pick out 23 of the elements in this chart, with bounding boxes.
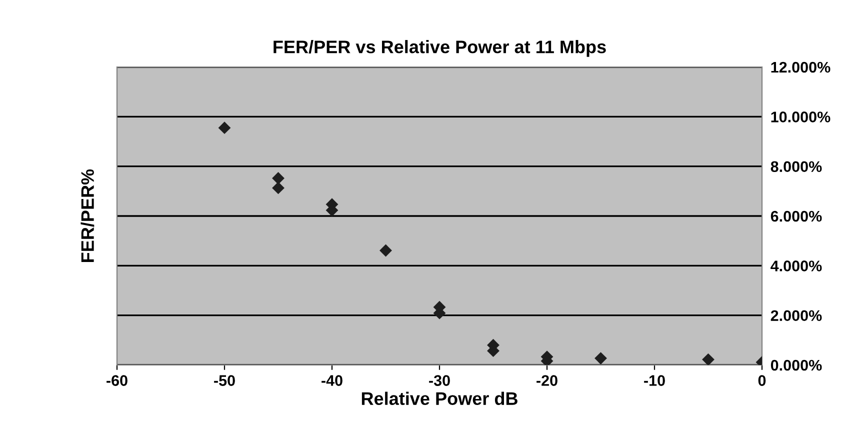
y-axis-title: FER/PER% bbox=[80, 169, 94, 262]
y-tick-label: 0.000% bbox=[770, 360, 822, 371]
chart-title: FER/PER vs Relative Power at 11 Mbps bbox=[274, 40, 606, 57]
x-tick-label: -10 bbox=[644, 375, 665, 386]
x-tick-label: 0 bbox=[758, 375, 766, 386]
x-axis-title: Relative Power dB bbox=[362, 392, 518, 406]
x-tick-label: -20 bbox=[536, 375, 558, 386]
y-tick-label: 2.000% bbox=[770, 310, 822, 322]
point bbox=[218, 122, 231, 134]
point bbox=[380, 244, 392, 257]
x-tick-label: -50 bbox=[214, 375, 235, 386]
point bbox=[702, 353, 714, 365]
y-tick-label: 6.000% bbox=[770, 210, 822, 222]
point bbox=[594, 352, 607, 365]
x-tick-label: -40 bbox=[322, 375, 342, 386]
x-tick-label: -30 bbox=[429, 375, 450, 386]
point bbox=[272, 172, 284, 184]
y-tick-label: 4.000% bbox=[770, 260, 822, 272]
x-tick-label: -60 bbox=[106, 375, 128, 386]
point bbox=[272, 182, 284, 194]
y-tick-label: 10.000% bbox=[771, 112, 830, 122]
y-tick-label: 8.000% bbox=[770, 161, 822, 172]
y-tick-label: 12.000% bbox=[771, 62, 830, 73]
